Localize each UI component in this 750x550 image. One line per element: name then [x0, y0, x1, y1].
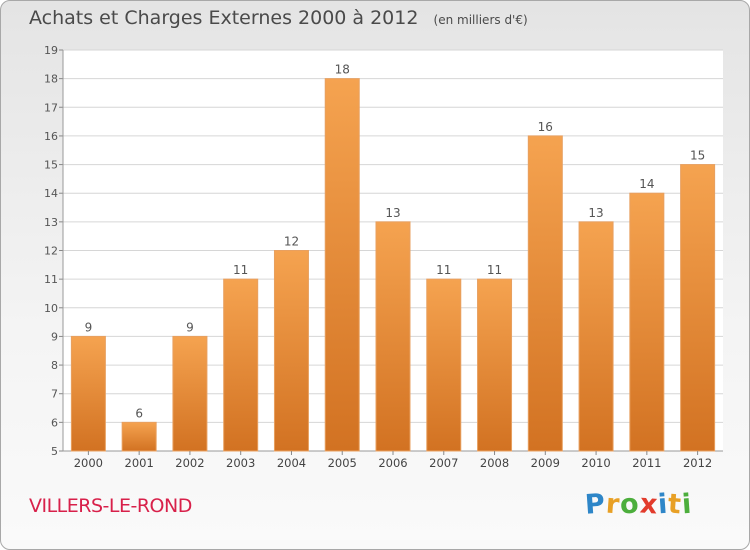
y-tick-label: 12: [44, 245, 58, 258]
y-tick-label: 7: [51, 388, 58, 401]
x-tick-label: 2002: [175, 456, 204, 470]
bar-value-label: 6: [135, 406, 143, 420]
logo-letter: o: [619, 488, 641, 521]
x-tick-label: 2006: [378, 456, 407, 470]
bar-value-label: 15: [690, 149, 705, 163]
y-tick-label: 15: [44, 159, 58, 172]
x-tick-label: 2012: [683, 456, 712, 470]
x-tick-label: 2001: [125, 456, 154, 470]
bar: [629, 192, 665, 452]
y-tick-label: 6: [51, 416, 58, 429]
bar-value-label: 12: [284, 235, 299, 249]
bar-value-label: 13: [385, 206, 400, 220]
logo-letter: P: [583, 488, 607, 521]
y-tick-label: 10: [44, 302, 58, 315]
bar: [426, 278, 462, 452]
y-tick-label: 13: [44, 216, 58, 229]
logo-letter: x: [638, 488, 660, 521]
commune-name: VILLERS-LE-ROND: [29, 495, 192, 517]
bar: [172, 335, 208, 452]
x-tick-label: 2007: [429, 456, 458, 470]
bar: [223, 278, 259, 452]
x-tick-label: 2009: [531, 456, 560, 470]
bar: [375, 221, 411, 452]
bar: [324, 78, 360, 452]
chart-unit: (en milliers d'€): [433, 13, 528, 27]
bar-value-label: 16: [538, 120, 553, 134]
y-tick-label: 18: [44, 73, 58, 86]
x-tick-label: 2004: [277, 456, 306, 470]
bar-value-label: 9: [186, 320, 194, 334]
bar-value-label: 11: [436, 263, 451, 277]
y-tick-label: 9: [51, 330, 58, 343]
bar: [477, 278, 513, 452]
bar-value-label: 11: [487, 263, 502, 277]
bar-value-label: 11: [233, 263, 248, 277]
x-tick-label: 2011: [632, 456, 661, 470]
proxiti-logo: Proxiti: [583, 488, 694, 521]
y-tick-label: 14: [44, 187, 58, 200]
bar: [680, 164, 716, 452]
bar-value-label: 14: [639, 177, 654, 191]
chart-title: Achats et Charges Externes 2000 à 2012: [29, 7, 419, 29]
y-tick-label: 8: [51, 359, 58, 372]
x-tick-label: 2005: [328, 456, 357, 470]
bar-value-label: 13: [588, 206, 603, 220]
title-row: Achats et Charges Externes 2000 à 2012 (…: [29, 7, 528, 29]
bar: [578, 221, 614, 452]
y-tick-label: 17: [44, 101, 58, 114]
logo-letter: i: [681, 488, 694, 521]
x-tick-label: 2000: [74, 456, 103, 470]
x-tick-label: 2010: [581, 456, 610, 470]
bar: [527, 135, 563, 452]
y-tick-label: 5: [51, 445, 58, 458]
x-tick-label: 2003: [226, 456, 255, 470]
bar: [70, 335, 106, 452]
y-tick-label: 19: [44, 44, 58, 57]
bar-value-label: 9: [85, 320, 93, 334]
bar: [273, 250, 309, 452]
y-tick-label: 16: [44, 130, 58, 143]
bar-value-label: 18: [335, 63, 350, 77]
x-tick-label: 2008: [480, 456, 509, 470]
bar: [121, 421, 157, 452]
y-tick-label: 11: [44, 273, 58, 286]
